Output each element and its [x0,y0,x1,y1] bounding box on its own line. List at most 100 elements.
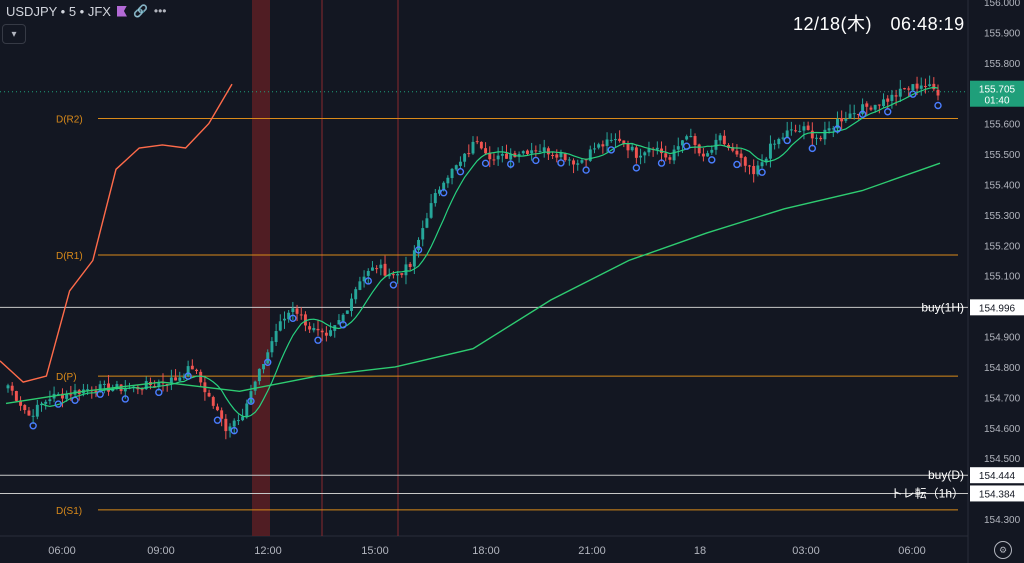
candle-body [165,383,169,385]
chart-header: USDJPY • 5 • JFX 🔗 ••• [0,0,173,22]
x-tick-label: 18 [694,545,706,557]
collapse-chevron-icon[interactable]: ▾ [2,24,26,44]
candle-body [634,147,638,158]
candle-body [882,99,886,107]
session-band [252,0,270,536]
y-tick-label: 155.200 [984,241,1021,252]
flag-icon[interactable] [116,5,127,17]
candle-body [701,153,705,157]
candle-body [379,264,383,269]
alert-price-tag-text: 154.444 [979,471,1016,482]
candle-body [810,130,814,139]
candle-body [10,385,14,391]
candle-body [174,377,178,381]
candle-body [500,153,504,156]
candle-body [777,138,781,145]
candle-body [387,274,391,277]
candle-body [546,148,550,155]
candle-body [115,384,119,389]
candle-body [496,155,500,160]
candle-body [588,149,592,161]
candle-body [898,88,902,97]
x-tick-label: 18:00 [472,545,500,557]
candle-body [559,152,563,158]
candle-body [396,273,400,276]
candle-body [915,83,919,89]
candle-body [241,416,245,421]
candle-body [65,393,69,399]
candle-body [869,107,873,110]
candle-body [400,273,404,275]
candle-body [429,203,433,218]
candle-body [458,161,462,166]
candle-body [815,137,818,139]
candle-body [794,130,798,132]
alert-level-label: トレ転（1h） [891,486,964,500]
signal-dot [289,314,297,322]
settings-gear-icon[interactable]: ⚙ [994,541,1012,559]
candle-body [890,94,894,102]
pivot-level-label: D(R2) [56,114,83,125]
candle-body [220,410,224,419]
y-tick-label: 154.600 [984,424,1021,435]
link-icon[interactable]: 🔗 [132,4,148,18]
signal-dot [632,164,641,172]
candle-body [358,281,362,290]
candle-body [630,146,634,151]
candle-body [806,125,810,130]
candle-body [446,177,450,184]
candle-body [831,128,835,130]
signal-dot [71,396,79,405]
candle-body [505,153,508,159]
signal-dot [682,142,691,150]
symbol-info[interactable]: USDJPY • 5 • JFX [6,3,111,19]
signal-dot [934,101,942,110]
x-tick-label: 06:00 [48,545,76,557]
signal-dot [833,125,842,133]
candle-body [23,405,27,411]
y-tick-label: 154.500 [984,454,1021,465]
candle-body [186,366,190,377]
candle-body [789,129,793,131]
y-tick-label: 154.800 [984,363,1021,374]
candle-body [19,400,23,406]
candle-body [245,403,249,417]
candle-body [228,426,232,431]
candle-body [919,85,923,89]
candle-body [639,155,643,158]
candle-body [471,141,475,154]
candle-body [383,263,387,276]
candle-body [693,136,697,145]
y-tick-label: 155.300 [984,211,1021,222]
candle-body [823,129,827,140]
ma-fast-line [0,83,233,383]
candle-body [752,165,756,175]
candle-body [475,141,479,143]
candle-body [157,382,161,387]
signal-dot [339,321,347,329]
more-dots-icon[interactable]: ••• [153,4,167,18]
candle-body [802,126,806,131]
candle-body [706,153,710,157]
candle-body [844,118,848,121]
signal-dot [364,277,372,285]
candle-body [827,128,831,131]
candle-body [714,139,718,150]
candle-body [928,84,932,87]
candle-body [530,150,534,154]
candle-body [417,239,421,251]
candle-body [215,406,219,411]
candle-body [848,113,852,119]
signal-dot [532,156,540,165]
candle-body [903,88,906,90]
candle-body [668,157,672,160]
signal-dot [758,168,766,176]
candle-body [107,383,111,392]
candle-body [727,145,731,148]
candle-body [278,321,282,331]
alert-level-label: buy(D) [928,468,964,482]
candle-body [555,154,559,158]
candle-body [894,95,898,97]
x-tick-label: 15:00 [361,545,389,557]
